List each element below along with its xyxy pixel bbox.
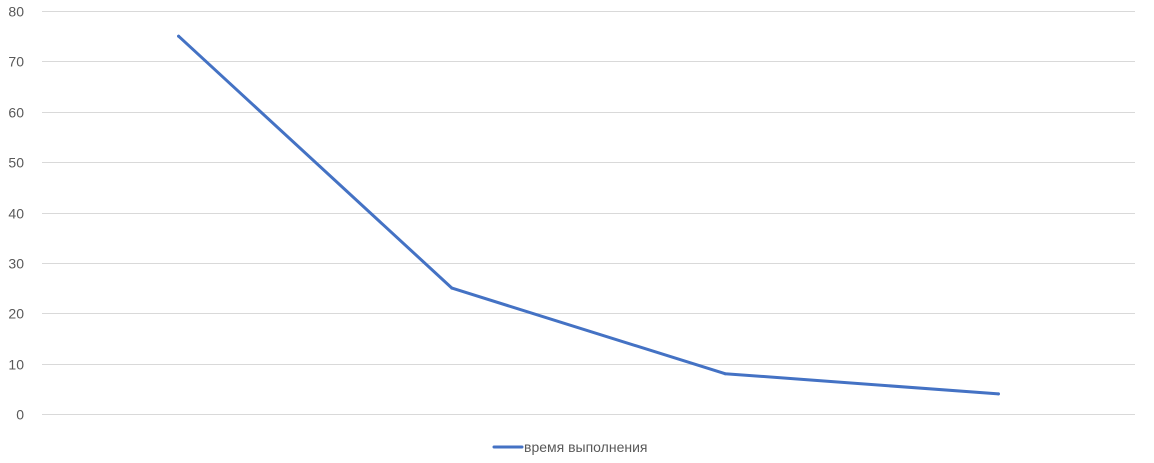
y-tick-label: 40 xyxy=(8,206,24,222)
y-tick-label: 20 xyxy=(8,306,24,322)
y-tick-label: 60 xyxy=(8,105,24,121)
legend: время выполнения xyxy=(492,439,647,455)
y-tick-label: 50 xyxy=(8,155,24,171)
data-point xyxy=(450,286,454,290)
y-tick-label: 0 xyxy=(16,407,24,423)
y-tick-label: 30 xyxy=(8,256,24,272)
series-line xyxy=(177,34,1000,396)
y-tick-label: 10 xyxy=(8,357,24,373)
series-layer xyxy=(177,34,1000,396)
data-point xyxy=(723,372,727,376)
grid xyxy=(42,11,1135,415)
data-point xyxy=(996,392,1000,396)
legend-label: время выполнения xyxy=(524,439,647,455)
y-axis-ticks: 0 10 20 30 40 50 60 70 80 xyxy=(8,4,24,423)
y-tick-label: 80 xyxy=(8,4,24,20)
y-tick-label: 70 xyxy=(8,54,24,70)
data-point xyxy=(177,34,181,38)
